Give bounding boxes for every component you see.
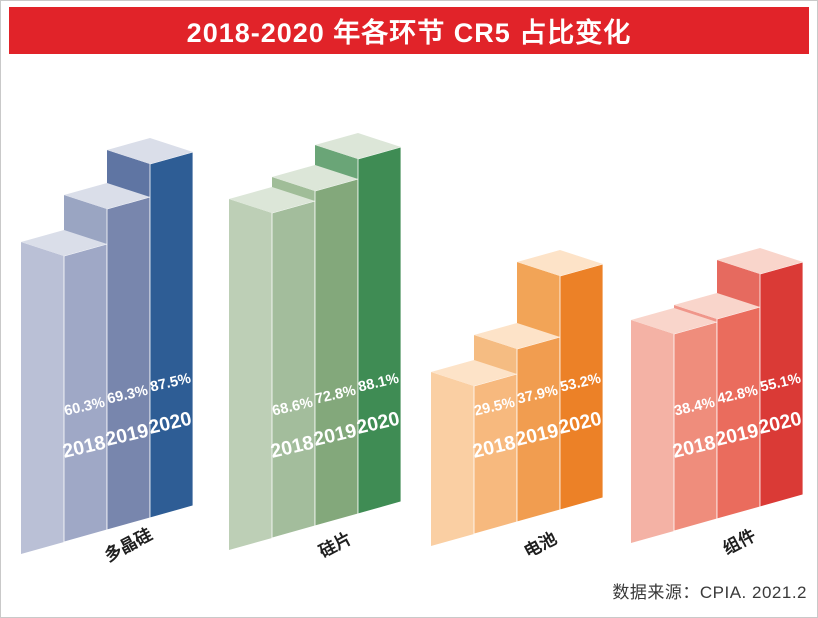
data-source: 数据来源：CPIA. 2021.2: [612, 583, 807, 602]
category-label-电池: 电池: [520, 528, 559, 562]
bar-top-组件-2018: [631, 308, 717, 334]
bar-top-硅片-2020: [315, 133, 401, 159]
category-label-硅片: 硅片: [315, 528, 354, 562]
bar-side-电池-2018: [431, 372, 474, 546]
bar-top-多晶硅-2019: [64, 183, 150, 209]
bar-top-多晶硅-2020: [107, 138, 193, 164]
bar-side-组件-2018: [631, 320, 674, 543]
bar-top-组件-2020: [717, 248, 803, 274]
category-label-多晶硅: 多晶硅: [101, 524, 155, 566]
bar-face-组件-2019: [716, 306, 761, 520]
bar-face-硅片-2020: [357, 146, 402, 515]
bar-top-电池-2018: [431, 360, 517, 386]
bar-top-硅片-2018: [229, 187, 315, 213]
bar-face-硅片-2018: [271, 200, 316, 539]
category-label-组件: 组件: [719, 525, 758, 559]
bar-top-组件-2019: [674, 293, 760, 319]
bar-side-硅片-2018: [229, 199, 272, 550]
bar-top-多晶硅-2018: [21, 230, 107, 256]
bar-top-电池-2019: [474, 323, 560, 349]
bar-face-组件-2020: [759, 261, 804, 508]
bar-top-电池-2020: [517, 250, 603, 276]
bar-top-硅片-2019: [272, 165, 358, 191]
bar-side-多晶硅-2018: [21, 242, 64, 554]
bar-face-电池-2020: [559, 263, 604, 511]
title-banner: 2018-2020 年各环节 CR5 占比变化: [9, 7, 809, 54]
bar-face-多晶硅-2018: [63, 243, 108, 543]
bar-face-多晶硅-2019: [106, 196, 151, 531]
chart-title: 2018-2020 年各环节 CR5 占比变化: [186, 18, 632, 48]
bar-face-组件-2018: [673, 321, 718, 532]
bar-face-多晶硅-2020: [149, 151, 194, 519]
bar-face-硅片-2019: [314, 178, 359, 527]
